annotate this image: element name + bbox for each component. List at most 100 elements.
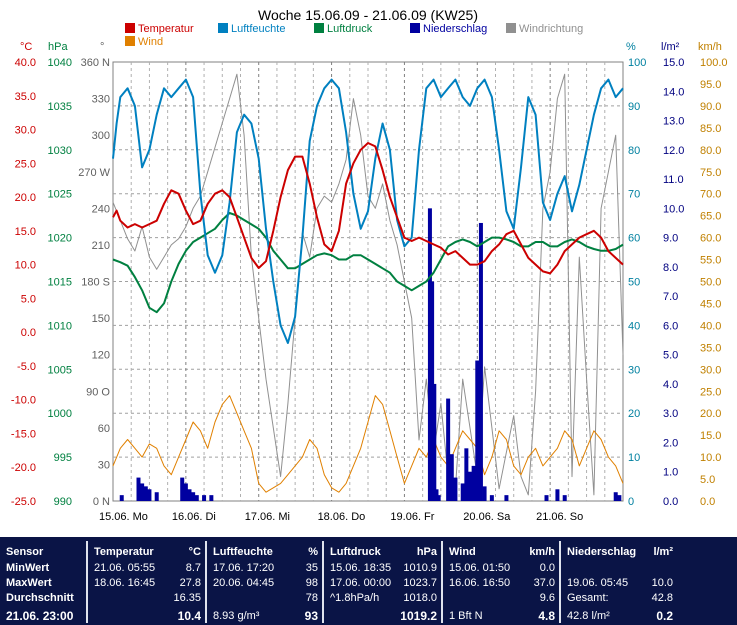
- hum-absolute: 8.93 g/m³: [213, 610, 260, 622]
- precip-tick-label: 12.0: [663, 145, 684, 157]
- windspeed-tick-label: 20.0: [700, 408, 721, 420]
- precip-bar: [613, 492, 618, 501]
- temp-max-date: 18.06. 16:45: [94, 577, 156, 589]
- wind-bft: 1 Bft N: [449, 610, 483, 622]
- x-tick-label: 16.06. Di: [172, 511, 216, 523]
- winddir-tick-label: 270 W: [78, 167, 110, 179]
- precip-tick-label: 8.0: [663, 262, 678, 274]
- pressure-tick-label: 1015: [48, 277, 72, 289]
- precip-bar: [154, 492, 159, 501]
- precip-tick-label: 15.0: [663, 57, 684, 69]
- precip-bar: [434, 489, 439, 501]
- rain-total-label: Gesamt:: [567, 592, 609, 604]
- wind-column: Wind km/h 15.06. 01:50 0.0 16.06. 16:50 37.…: [443, 543, 559, 623]
- precip-bar: [191, 492, 196, 501]
- rain-current: 0.2: [656, 609, 673, 623]
- press-column: Luftdruck hPa 15.06. 18:35 1010.9 17.06. 0…: [324, 543, 441, 623]
- pressure-tick-label: 1000: [48, 408, 72, 420]
- pressure-tick-label: 1030: [48, 145, 72, 157]
- pressure-tick-label: 1025: [48, 189, 72, 201]
- legend-swatch: [410, 23, 420, 33]
- pressure-tick-label: 1010: [48, 320, 72, 332]
- humidity-tick-label: 20: [628, 408, 640, 420]
- temp-avg: 16.35: [173, 592, 201, 604]
- winddir-tick-label: 210: [92, 240, 110, 252]
- windspeed-tick-label: 5.0: [700, 474, 715, 486]
- temp-tick-label: 40.0: [15, 57, 36, 69]
- legend-swatch: [125, 23, 135, 33]
- press-min-value: 1010.9: [403, 562, 437, 574]
- x-tick-label: 15.06. Mo: [99, 511, 148, 523]
- x-tick-label: 21.06. So: [536, 511, 583, 523]
- windspeed-tick-label: 80.0: [700, 145, 721, 157]
- precip-bar: [430, 281, 435, 501]
- temp-tick-label: -20.0: [11, 462, 36, 474]
- temp-max-value: 27.8: [179, 577, 201, 589]
- press-max-value: 1023.7: [403, 577, 437, 589]
- temp-min-value: 8.7: [185, 562, 201, 574]
- humidity-tick-label: 40: [628, 320, 640, 332]
- stats-table: Sensor MinWert MaxWert Durchschnitt 21.0…: [0, 537, 737, 625]
- windspeed-tick-label: 25.0: [700, 386, 721, 398]
- x-tick-label: 18.06. Do: [318, 511, 366, 523]
- winddir-tick-label: 90 O: [86, 386, 110, 398]
- hum-unit: %: [308, 546, 318, 558]
- pressure-tick-label: 995: [54, 452, 72, 464]
- precip-tick-label: 1.0: [663, 467, 678, 479]
- press-current: 1019.2: [400, 609, 437, 623]
- windspeed-tick-label: 55.0: [700, 255, 721, 267]
- windspeed-tick-label: 10.0: [700, 452, 721, 464]
- press-max-date: 17.06. 00:00: [330, 577, 392, 589]
- temp-tick-label: 30.0: [15, 125, 36, 137]
- precip-bar: [119, 495, 124, 501]
- windspeed-tick-label: 40.0: [700, 320, 721, 332]
- precip-bar: [475, 360, 480, 501]
- rain-unit: l/m²: [653, 546, 673, 558]
- axis-unit-label: %: [626, 41, 636, 53]
- windspeed-tick-label: 15.0: [700, 430, 721, 442]
- temp-header: Temperatur: [94, 546, 154, 558]
- press-unit: hPa: [416, 546, 437, 558]
- temp-tick-label: 5.0: [21, 293, 36, 305]
- temp-tick-label: -10.0: [11, 395, 36, 407]
- precip-bar: [482, 486, 487, 501]
- windspeed-tick-label: 0.0: [700, 496, 715, 508]
- weather-chart: Woche 15.06.09 - 21.06.09 (KW25) Tempera…: [11, 7, 728, 523]
- legend-label: Temperatur: [138, 23, 194, 35]
- temp-tick-label: -15.0: [11, 428, 36, 440]
- humidity-tick-label: 30: [628, 364, 640, 376]
- precip-bar: [140, 483, 145, 501]
- legend-label: Luftdruck: [327, 23, 373, 35]
- legend-swatch: [506, 23, 516, 33]
- axis-unit-label: km/h: [698, 41, 722, 53]
- sensor-column: Sensor MinWert MaxWert Durchschnitt 21.0…: [0, 543, 86, 623]
- series-line-temperatur: [112, 142, 624, 275]
- precip-bar: [617, 495, 622, 501]
- windspeed-tick-label: 65.0: [700, 211, 721, 223]
- precip-tick-label: 9.0: [663, 233, 678, 245]
- press-header: Luftdruck: [330, 546, 381, 558]
- temp-current: 10.4: [177, 609, 201, 623]
- wind-min-date: 15.06. 01:50: [449, 562, 511, 574]
- rain-max-value: 10.0: [651, 577, 673, 589]
- precip-tick-label: 11.0: [663, 174, 684, 186]
- series-line-wind: [112, 395, 624, 493]
- legend-swatch: [125, 36, 135, 46]
- wind-max-value: 37.0: [533, 577, 555, 589]
- chart-title: Woche 15.06.09 - 21.06.09 (KW25): [258, 7, 478, 23]
- axis-unit-label: l/m²: [661, 41, 680, 53]
- rain-total-value: 42.8: [651, 592, 673, 604]
- precip-bar: [460, 483, 465, 501]
- temp-tick-label: 0.0: [21, 327, 36, 339]
- humidity-tick-label: 0: [628, 496, 634, 508]
- precip-bar: [544, 495, 549, 501]
- pressure-tick-label: 1040: [48, 57, 72, 69]
- current-timestamp: 21.06. 23:00: [6, 609, 74, 623]
- axis-unit-label: hPa: [48, 41, 68, 53]
- series-line-windrichtung: [112, 73, 624, 496]
- precip-bar: [504, 495, 509, 501]
- legend-swatch: [218, 23, 228, 33]
- temp-column: Temperatur °C 21.06. 05:55 8.7 18.06. 16:4…: [88, 543, 205, 623]
- humidity-tick-label: 50: [628, 277, 640, 289]
- precip-bar: [471, 465, 476, 501]
